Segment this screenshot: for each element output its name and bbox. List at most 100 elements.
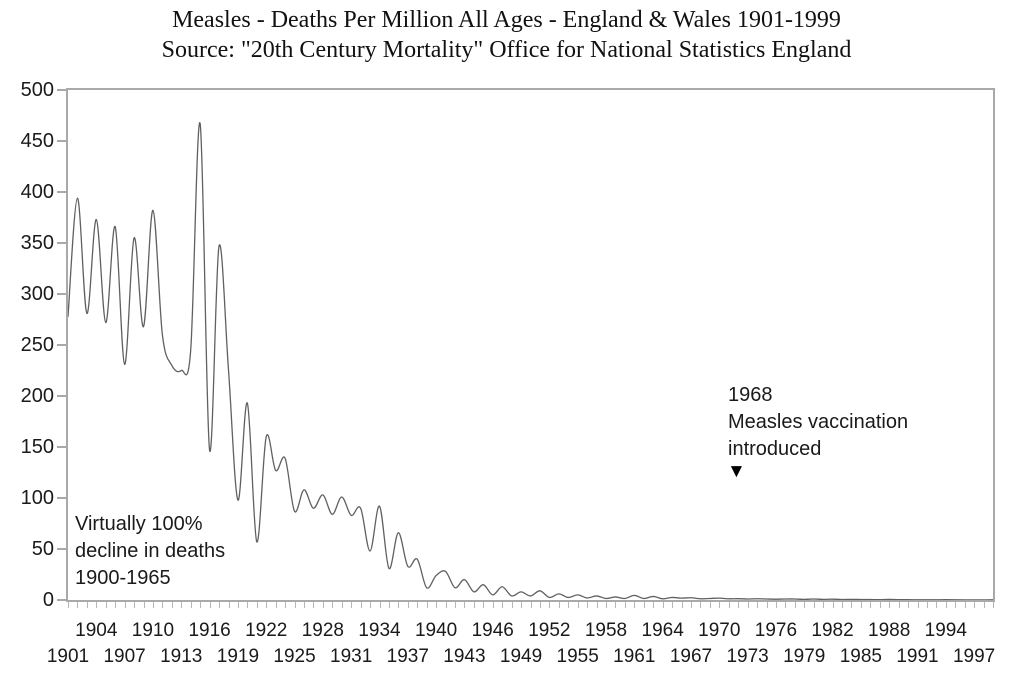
- x-tick-mark: [68, 602, 69, 608]
- x-tick-mark: [332, 602, 334, 608]
- y-tick-mark: [57, 293, 66, 295]
- chart-subtitle: Source: "20th Century Mortality" Office …: [161, 37, 852, 63]
- x-tick-mark: [596, 602, 598, 608]
- x-tick-mark: [228, 602, 230, 608]
- x-tick-label: 1976: [754, 620, 798, 641]
- y-tick-label: 50: [31, 538, 54, 560]
- decline-annotation: Virtually 100% decline in deaths 1900-19…: [75, 511, 225, 592]
- x-tick-mark: [766, 602, 768, 608]
- y-tick-label: 100: [20, 487, 54, 509]
- vaccine-annotation-year: 1968: [728, 384, 773, 406]
- x-tick-label: 1919: [216, 646, 260, 667]
- x-tick-mark: [115, 602, 117, 608]
- x-tick-label: 1970: [698, 620, 741, 641]
- vaccine-annotation: 1968 Measles vaccination introduced: [728, 382, 908, 463]
- x-tick-label: 1955: [556, 646, 599, 667]
- x-tick-mark: [181, 602, 183, 608]
- x-tick-mark: [162, 602, 164, 608]
- x-tick-mark: [898, 602, 900, 608]
- y-tick-label: 0: [42, 589, 54, 611]
- x-tick-mark: [757, 602, 758, 608]
- x-tick-mark: [728, 602, 730, 608]
- x-tick-mark: [152, 602, 154, 608]
- x-tick-mark: [606, 602, 607, 608]
- x-tick-mark: [417, 602, 419, 608]
- y-tick-label: 150: [20, 436, 54, 458]
- x-tick-label: 1967: [669, 646, 713, 667]
- x-tick-mark: [993, 602, 994, 608]
- x-tick-mark: [709, 602, 711, 608]
- x-tick-mark: [719, 602, 721, 608]
- x-tick-label: 1940: [414, 620, 458, 641]
- x-tick-label: 1928: [301, 620, 344, 641]
- x-tick-mark: [219, 602, 220, 608]
- x-tick-mark: [304, 602, 305, 608]
- x-tick-mark: [322, 602, 324, 608]
- x-tick-mark: [237, 602, 239, 608]
- x-tick-mark: [643, 602, 645, 608]
- x-tick-mark: [455, 602, 456, 608]
- x-tick-mark: [398, 602, 400, 608]
- measles-line-chart: [68, 122, 993, 600]
- deaths-series-line: [68, 122, 993, 600]
- x-tick-label: 1913: [160, 646, 203, 667]
- x-tick-label: 1901: [46, 646, 90, 667]
- x-tick-mark: [313, 602, 315, 608]
- x-tick-mark: [785, 602, 787, 608]
- x-tick-mark: [558, 602, 560, 608]
- x-tick-mark: [143, 602, 145, 608]
- x-tick-mark: [341, 602, 343, 608]
- y-tick-mark: [57, 548, 66, 550]
- x-tick-mark: [917, 602, 919, 608]
- x-tick-mark: [256, 602, 258, 608]
- x-tick-mark: [775, 602, 777, 608]
- x-tick-mark: [190, 602, 192, 608]
- y-tick-label: 350: [20, 232, 54, 254]
- x-tick-mark: [681, 602, 683, 608]
- x-tick-mark: [530, 602, 532, 608]
- chart-title: Measles - Deaths Per Million All Ages - …: [172, 7, 841, 33]
- x-tick-mark: [615, 602, 617, 608]
- y-tick-label: 400: [20, 181, 54, 203]
- down-triangle-icon: ▼: [727, 461, 746, 482]
- vaccine-annotation-line2: Measles vaccination: [728, 411, 909, 433]
- x-tick-mark: [436, 602, 438, 608]
- x-tick-mark: [672, 602, 674, 608]
- y-tick-mark: [57, 140, 66, 142]
- y-tick-mark: [57, 497, 66, 499]
- x-tick-label: 1904: [75, 620, 118, 641]
- y-tick-mark: [57, 395, 66, 397]
- x-tick-mark: [983, 602, 985, 608]
- x-tick-label: 1994: [924, 620, 967, 641]
- x-tick-label: 1958: [584, 620, 628, 641]
- decline-annotation-line2: decline in deaths: [75, 540, 226, 562]
- y-tick-mark: [57, 191, 66, 193]
- x-tick-mark: [275, 602, 277, 608]
- x-tick-mark: [360, 602, 362, 608]
- x-tick-mark: [936, 602, 938, 608]
- x-tick-mark: [539, 602, 541, 608]
- y-tick-mark: [57, 599, 66, 601]
- x-tick-label: 1961: [613, 646, 656, 667]
- x-tick-label: 1952: [528, 620, 571, 641]
- y-tick-label: 450: [20, 130, 54, 152]
- x-tick-mark: [870, 602, 872, 608]
- x-tick-mark: [889, 602, 891, 608]
- x-tick-mark: [813, 602, 815, 608]
- x-tick-label: 1988: [868, 620, 911, 641]
- x-tick-mark: [964, 602, 966, 608]
- x-tick-mark: [124, 602, 126, 608]
- x-tick-mark: [266, 602, 268, 608]
- x-tick-mark: [370, 602, 371, 608]
- x-tick-label: 1943: [443, 646, 486, 667]
- x-tick-mark: [851, 602, 853, 608]
- x-tick-label: 1991: [896, 646, 939, 667]
- x-tick-mark: [77, 602, 79, 608]
- chart-title-block: Measles - Deaths Per Million All Ages - …: [0, 5, 1013, 65]
- plot-area: [66, 88, 995, 602]
- x-tick-mark: [842, 602, 843, 608]
- x-tick-label: 1934: [358, 620, 401, 641]
- x-tick-mark: [200, 602, 202, 608]
- x-tick-mark: [634, 602, 636, 608]
- x-tick-label: 1997: [952, 646, 996, 667]
